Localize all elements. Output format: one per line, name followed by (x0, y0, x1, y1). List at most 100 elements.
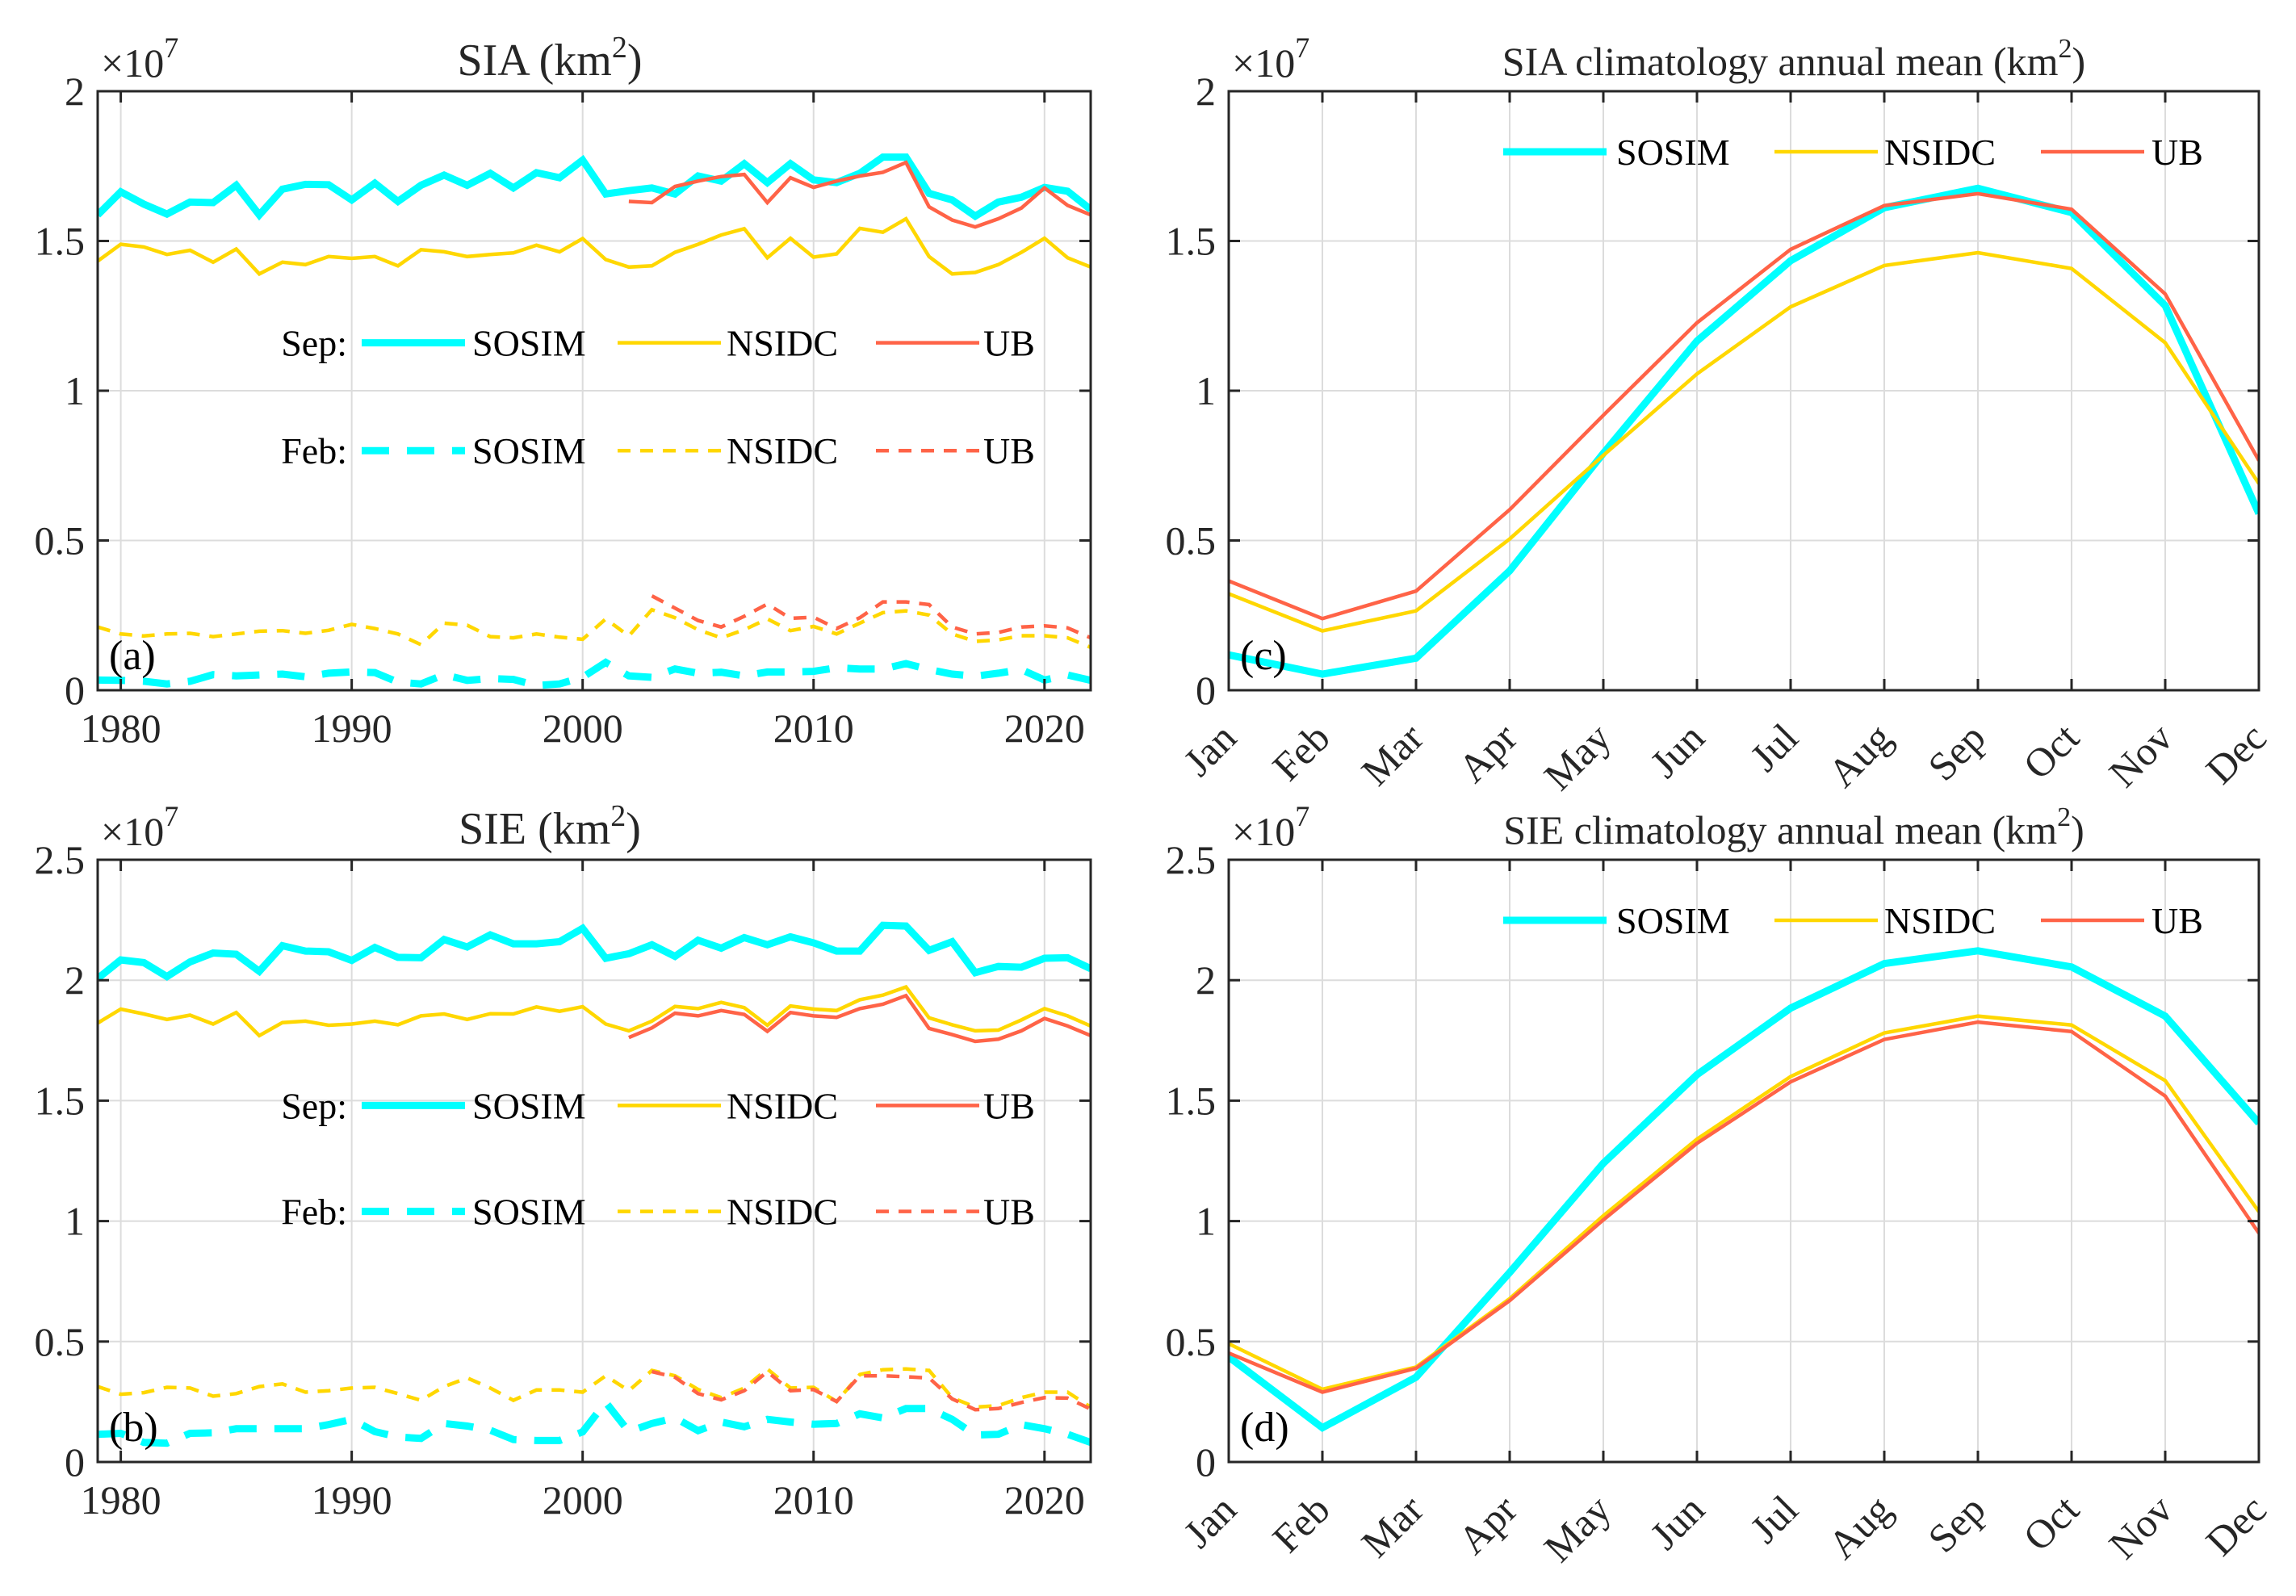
exponent-label: ×107 (101, 800, 178, 854)
title-close: ) (2072, 39, 2086, 84)
series-ub-feb (651, 594, 1091, 640)
legend-entry-label: UB (2151, 132, 2203, 173)
x-tick-label: Jan (1175, 1486, 1245, 1556)
title-sup: 2 (610, 799, 626, 833)
series-nsidc-feb (98, 607, 1091, 649)
y-tick-label: 1 (1196, 1199, 1216, 1244)
panel-a: 0 0.5 1 1.5 2 1980 1990 2000 2010 2020 ×107 SIA (km… (35, 31, 1092, 751)
x-tick-label: Aug (1819, 714, 1900, 795)
panel-b: 0 0.5 1 1.5 2 2.5 1980 1990 2000 2010 2020 ×107 SIE … (35, 799, 1092, 1523)
title-close: ) (627, 36, 643, 86)
x-tick-label: Apr (1449, 1486, 1526, 1563)
x-tick-label: May (1535, 1486, 1619, 1570)
x-tick-label: Dec (2197, 714, 2275, 793)
series-sosim-sep (98, 921, 1091, 982)
x-tick-label: 1990 (312, 706, 392, 751)
y-tick-label: 1 (65, 1199, 85, 1244)
title-close: ) (2071, 807, 2084, 852)
plot-area (1229, 860, 2259, 1462)
exponent-label: ×107 (1232, 800, 1309, 854)
title-main: SIA climatology annual mean (km (1502, 39, 2059, 84)
title-sup: 2 (612, 31, 627, 65)
panel-title: SIE climatology annual mean (km2) (1503, 802, 2084, 852)
x-tick-label: Oct (2014, 714, 2088, 788)
title-main: SIA (km (457, 36, 611, 86)
x-tick-label: 2010 (773, 706, 854, 751)
series-group (1229, 184, 2259, 678)
x-tick-label: Mar (1352, 714, 1432, 794)
panel-title: SIE (km2) (459, 799, 641, 854)
series-nsidc (1229, 250, 2259, 633)
legend-row-label: Sep: (281, 323, 347, 364)
plot-area (98, 860, 1091, 1462)
series-nsidc-sep (98, 984, 1091, 1038)
legend-entry-label: SOSIM (472, 430, 586, 471)
legend-entry-label: NSIDC (727, 430, 838, 471)
x-tick-label: 1990 (312, 1477, 392, 1523)
x-tick-label: 2000 (543, 706, 623, 751)
x-tick-label: Oct (2014, 1486, 2088, 1560)
y-tick-label: 0.5 (35, 518, 86, 563)
legend-row-label: Feb: (281, 1192, 347, 1233)
panel-title: SIA (km2) (457, 31, 642, 86)
legend: SOSIM NSIDC UB (1503, 900, 2203, 941)
x-tick-label: Nov (2100, 1486, 2181, 1567)
x-tick-label: Nov (2100, 714, 2181, 795)
legend-entry-label: SOSIM (1616, 900, 1730, 941)
legend-entry-label: UB (983, 430, 1035, 471)
series-sosim-feb (98, 1396, 1091, 1447)
y-tick-label: 0 (1196, 668, 1216, 713)
y-tick-label: 0 (1196, 1439, 1216, 1485)
exponent-power: 7 (164, 31, 178, 64)
legend-entry-label: NSIDC (727, 1192, 838, 1233)
x-tick-label: 2020 (1004, 706, 1085, 751)
legend-entry-label: NSIDC (1884, 900, 1996, 941)
exponent-label: ×107 (1232, 31, 1309, 86)
series-sosim (1229, 947, 2259, 1432)
title-sup: 2 (2057, 802, 2071, 832)
y-tick-label: 0 (65, 1439, 85, 1485)
x-tick-label: 1980 (81, 706, 161, 751)
y-tick-label: 1.5 (35, 219, 86, 264)
exponent-base: ×10 (1232, 809, 1295, 854)
x-tick-label: May (1535, 714, 1619, 798)
legend-entry-label: NSIDC (727, 1085, 838, 1126)
x-tick-label: Feb (1263, 1486, 1339, 1561)
x-tick-label: Jun (1641, 714, 1713, 786)
series-group (98, 921, 1091, 1447)
series-sosim-sep (98, 153, 1091, 221)
legend-entry-label: UB (2151, 900, 2203, 941)
panel-d: 0 0.5 1 1.5 2 2.5 Jan Feb Mar Apr May Jun Jul Aug Sep O… (1166, 800, 2275, 1571)
x-tick-label: Sep (1919, 714, 1994, 790)
exponent-power: 7 (1295, 800, 1309, 832)
title-main: SIE (km (459, 804, 610, 854)
legend-row-label: Feb: (281, 430, 347, 471)
series-ub (1229, 191, 2259, 621)
y-tick-label: 0.5 (1166, 518, 1217, 563)
axes-box (1227, 858, 2260, 1464)
y-tick-label: 2.5 (35, 837, 86, 882)
y-tick-label: 0.5 (35, 1319, 86, 1364)
panel-label: (a) (109, 633, 156, 679)
x-tick-label: 2010 (773, 1477, 854, 1523)
series-ub (1229, 1020, 2259, 1394)
series-sosim-feb (98, 658, 1091, 689)
legend: Sep: SOSIM NSIDC UB Feb: SOSIM NSIDC UB (281, 323, 1035, 472)
legend: SOSIM NSIDC UB (1503, 132, 2203, 173)
x-tick-label: Jul (1741, 714, 1807, 780)
x-tick-label: Aug (1819, 1486, 1900, 1567)
legend-entry-label: NSIDC (1884, 132, 1996, 173)
y-tick-label: 1.5 (1166, 1078, 1217, 1123)
exponent-power: 7 (1295, 31, 1309, 64)
title-main: SIE climatology annual mean (km (1503, 807, 2057, 852)
exponent-base: ×10 (101, 809, 164, 854)
title-sup: 2 (2059, 34, 2072, 64)
exponent-base: ×10 (101, 40, 164, 86)
y-tick-label: 1 (1196, 368, 1216, 413)
axes-box (96, 858, 1092, 1464)
panel-label: (c) (1240, 633, 1287, 679)
legend-entry-label: UB (983, 1085, 1035, 1126)
y-tick-label: 0 (65, 668, 85, 713)
